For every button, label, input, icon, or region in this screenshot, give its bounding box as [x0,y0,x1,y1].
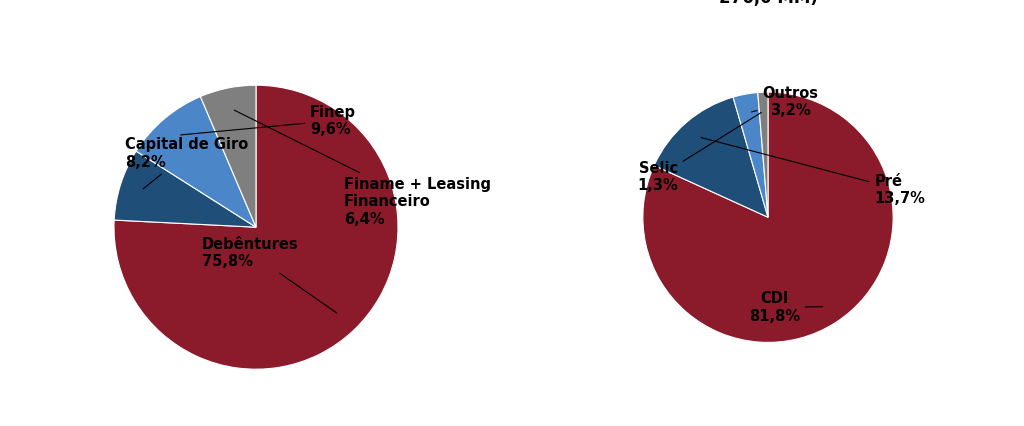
Text: Debêntures
75,8%: Debêntures 75,8% [202,236,337,313]
Text: Capital de Giro
8,2%: Capital de Giro 8,2% [125,137,249,189]
Wedge shape [201,85,256,227]
Title: Indexadores da Dívida - 3T17 (100% = R$
276,0 MM): Indexadores da Dívida - 3T17 (100% = R$ … [574,0,962,7]
Wedge shape [733,92,768,217]
Text: Pré
13,7%: Pré 13,7% [701,138,926,206]
Wedge shape [114,85,398,369]
Text: Selic
1,3%: Selic 1,3% [637,112,761,193]
Wedge shape [115,151,256,227]
Wedge shape [654,97,768,217]
Text: Finep
9,6%: Finep 9,6% [180,104,356,137]
Text: CDI
81,8%: CDI 81,8% [749,291,822,324]
Text: Finame + Leasing
Financeiro
6,4%: Finame + Leasing Financeiro 6,4% [234,110,492,227]
Wedge shape [136,97,256,227]
Wedge shape [758,92,768,217]
Wedge shape [643,92,893,343]
Text: Outros
3,2%: Outros 3,2% [752,86,818,118]
